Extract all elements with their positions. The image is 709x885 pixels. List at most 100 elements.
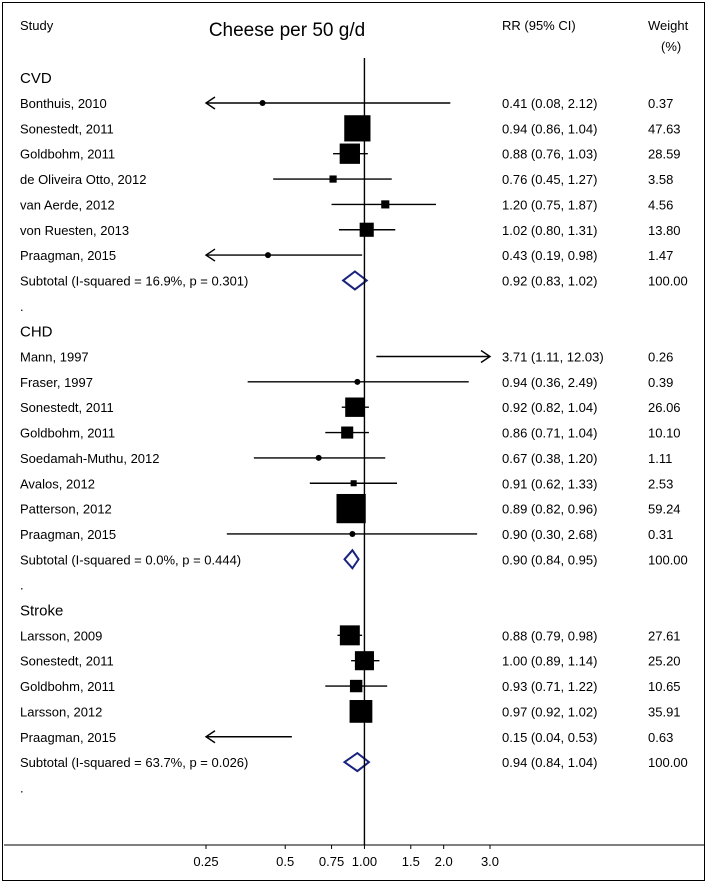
study-rr-ci: 0.89 (0.82, 0.96) (502, 502, 597, 517)
subtotal-rr-ci: 0.94 (0.84, 1.04) (502, 755, 597, 770)
study-rr-ci: 0.76 (0.45, 1.27) (502, 172, 597, 187)
study-label: Sonestedt, 2011 (20, 400, 114, 415)
chart-title: Cheese per 50 g/d (209, 20, 365, 41)
study-label: van Aerde, 2012 (20, 197, 115, 212)
x-tick-label: 0.75 (319, 854, 344, 869)
study-weight: 35.91 (648, 704, 681, 719)
subtotal-weight: 100.00 (648, 755, 688, 770)
study-weight: 13.80 (648, 223, 681, 238)
study-label: Larsson, 2012 (20, 704, 102, 719)
point-estimate-marker (350, 480, 357, 487)
study-weight: 4.56 (648, 197, 673, 212)
ci-arrow-left (204, 96, 216, 110)
point-estimate-marker (349, 679, 363, 693)
study-rr-ci: 0.94 (0.86, 1.04) (502, 121, 597, 136)
x-tick-label: 0.5 (276, 854, 294, 869)
point-estimate-marker (381, 200, 390, 209)
study-rr-ci: 0.90 (0.30, 2.68) (502, 527, 597, 542)
subtotal-weight: 100.00 (648, 273, 688, 288)
study-rr-ci: 0.91 (0.62, 1.33) (502, 476, 597, 491)
study-weight: 1.11 (648, 451, 672, 466)
study-rr-ci: 0.94 (0.36, 2.49) (502, 375, 597, 390)
subtotal-diamond (343, 548, 360, 570)
point-estimate-marker (354, 378, 361, 385)
ci-arrow-left (204, 730, 216, 744)
x-tick-label: 1.00 (352, 854, 377, 869)
study-label: Praagman, 2015 (20, 730, 116, 745)
study-weight: 2.53 (648, 476, 673, 491)
study-weight: 10.65 (648, 679, 681, 694)
study-label: Sonestedt, 2011 (20, 121, 114, 136)
study-label: Patterson, 2012 (20, 502, 112, 517)
study-label: Praagman, 2015 (20, 248, 116, 263)
group-separator: . (20, 780, 24, 795)
subtotal-rr-ci: 0.92 (0.83, 1.02) (502, 273, 597, 288)
study-label: Goldbohm, 2011 (20, 147, 115, 162)
study-rr-ci: 0.43 (0.19, 0.98) (502, 248, 597, 263)
subtotal-diamond (342, 751, 371, 773)
study-weight: 0.63 (648, 730, 673, 745)
subtotal-label: Subtotal (I-squared = 16.9%, p = 0.301) (20, 273, 248, 288)
group-label-chd: CHD (20, 324, 53, 341)
point-estimate-marker (315, 454, 322, 461)
point-estimate-marker (341, 426, 354, 439)
study-rr-ci: 1.00 (0.89, 1.14) (502, 654, 597, 669)
point-estimate-marker (349, 530, 356, 537)
study-rr-ci: 0.67 (0.38, 1.20) (502, 451, 597, 466)
point-estimate-marker (349, 700, 373, 723)
group-label-cvd: CVD (20, 70, 52, 87)
x-tick-label: 2.0 (435, 854, 453, 869)
ci-arrow-left (204, 248, 216, 262)
study-rr-ci: 1.02 (0.80, 1.31) (502, 223, 597, 238)
study-weight: 0.37 (648, 96, 673, 111)
subtotal-rr-ci: 0.90 (0.84, 0.95) (502, 552, 597, 567)
point-estimate-marker (336, 493, 366, 524)
study-rr-ci: 3.71 (1.11, 12.03) (502, 350, 604, 365)
study-weight: 26.06 (648, 400, 681, 415)
study-rr-ci: 0.88 (0.76, 1.03) (502, 147, 597, 162)
study-rr-ci: 0.97 (0.92, 1.02) (502, 704, 597, 719)
study-weight: 0.26 (648, 350, 673, 365)
column-header-weight: Weight (648, 18, 689, 33)
study-rr-ci: 0.86 (0.71, 1.04) (502, 426, 597, 441)
point-estimate-marker (329, 175, 337, 183)
study-rr-ci: 0.15 (0.04, 0.53) (502, 730, 597, 745)
study-label: Sonestedt, 2011 (20, 654, 114, 669)
study-weight: 10.10 (648, 426, 681, 441)
subtotal-diamond (341, 270, 369, 291)
group-label-stroke: Stroke (20, 602, 63, 619)
study-label: Mann, 1997 (20, 350, 89, 365)
ci-arrow-right (480, 349, 492, 364)
point-estimate-marker (259, 100, 266, 106)
study-label: Praagman, 2015 (20, 527, 116, 542)
study-weight: 25.20 (648, 654, 681, 669)
study-weight: 3.58 (648, 172, 673, 187)
study-label: Avalos, 2012 (20, 476, 95, 491)
subtotal-weight: 100.00 (648, 552, 688, 567)
point-estimate-marker (339, 143, 360, 164)
point-estimate-marker (339, 625, 360, 646)
study-rr-ci: 0.88 (0.79, 0.98) (502, 628, 597, 643)
study-label: Larsson, 2009 (20, 628, 102, 643)
column-header-weight-unit: (%) (661, 39, 681, 54)
group-separator: . (20, 578, 24, 593)
study-rr-ci: 0.92 (0.82, 1.04) (502, 400, 597, 415)
study-rr-ci: 0.41 (0.08, 2.12) (502, 96, 597, 111)
study-label: Bonthuis, 2010 (20, 96, 107, 111)
study-label: Fraser, 1997 (20, 375, 93, 390)
group-separator: . (20, 299, 24, 314)
study-weight: 27.61 (648, 628, 681, 643)
study-label: de Oliveira Otto, 2012 (20, 172, 146, 187)
column-header-rr: RR (95% CI) (502, 18, 576, 33)
study-weight: 47.63 (648, 121, 681, 136)
subtotal-label: Subtotal (I-squared = 0.0%, p = 0.444) (20, 552, 241, 567)
study-rr-ci: 1.20 (0.75, 1.87) (502, 197, 597, 212)
study-label: Goldbohm, 2011 (20, 679, 115, 694)
point-estimate-marker (359, 222, 374, 237)
study-weight: 0.39 (648, 375, 673, 390)
subtotal-label: Subtotal (I-squared = 63.7%, p = 0.026) (20, 755, 248, 770)
study-label: Soedamah-Muthu, 2012 (20, 451, 159, 466)
x-tick-label: 0.25 (193, 854, 218, 869)
